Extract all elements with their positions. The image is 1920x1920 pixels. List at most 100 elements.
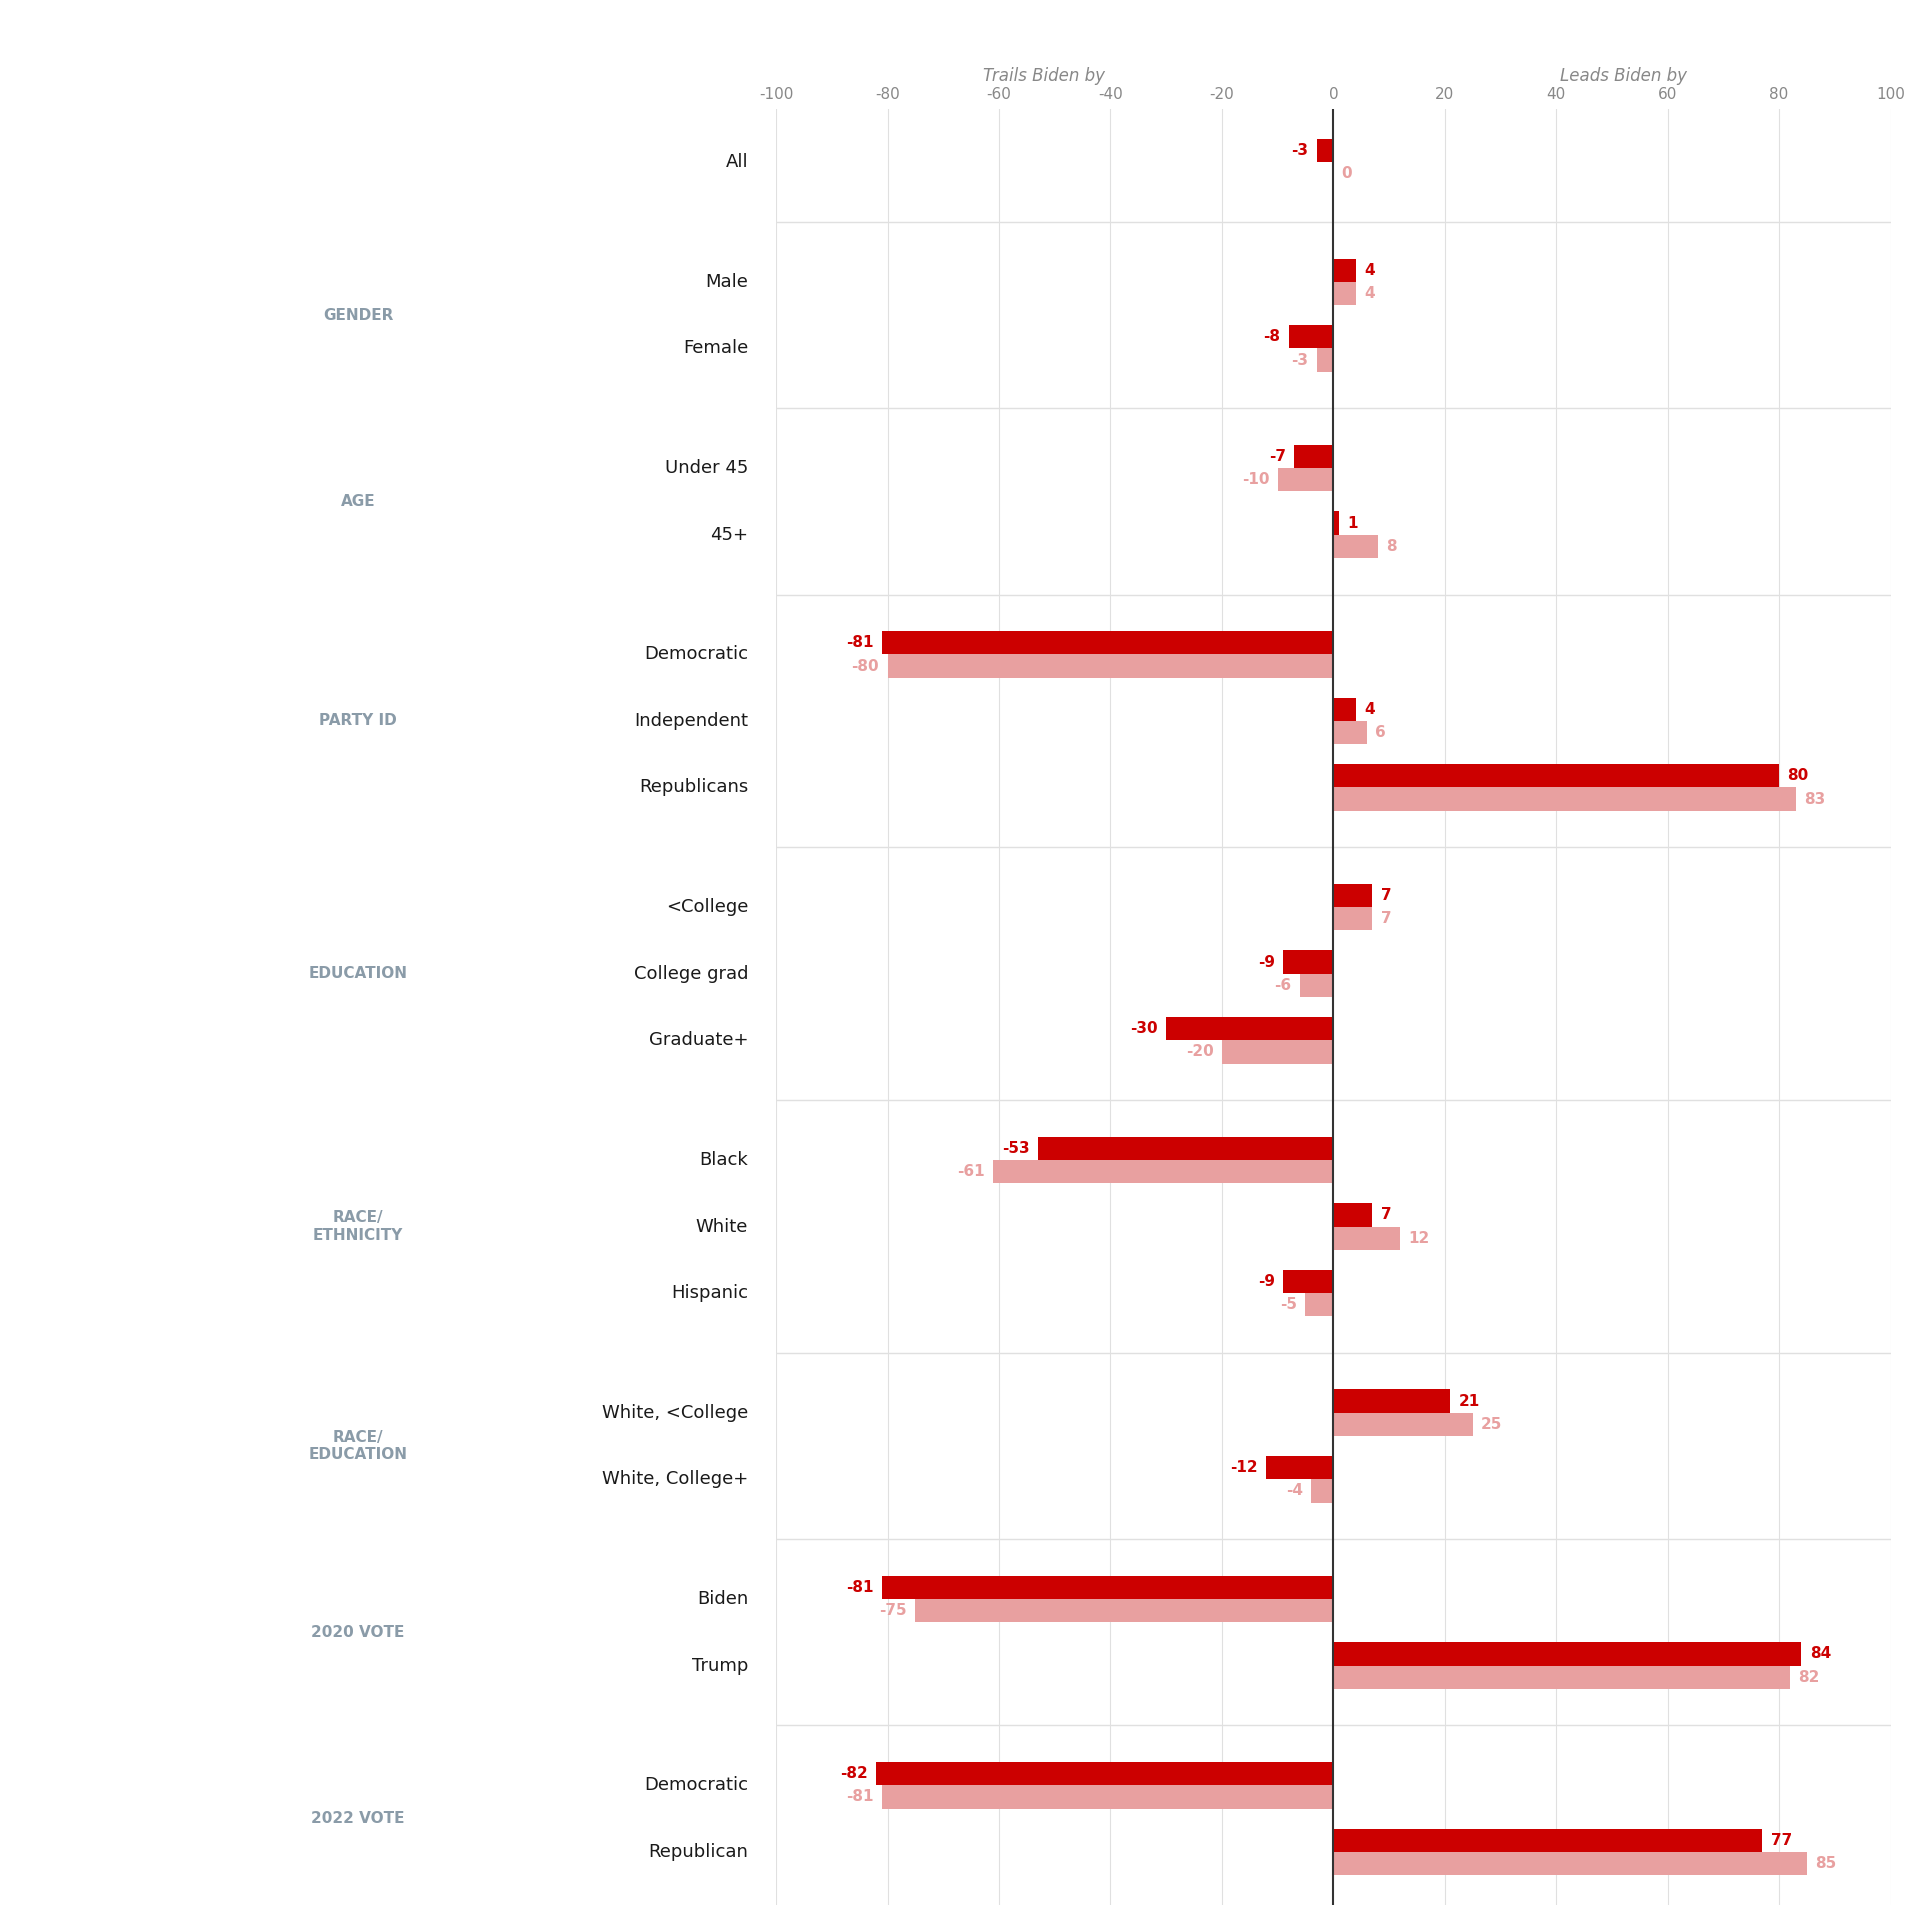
Text: RACE/
ETHNICITY: RACE/ ETHNICITY xyxy=(313,1210,403,1242)
Text: 2020 VOTE: 2020 VOTE xyxy=(311,1624,405,1640)
Bar xyxy=(1332,1642,1801,1665)
Bar xyxy=(881,1576,1332,1599)
Text: -80: -80 xyxy=(852,659,879,674)
Bar xyxy=(1300,973,1332,996)
Bar xyxy=(1332,1828,1763,1851)
Text: -3: -3 xyxy=(1292,144,1308,157)
Text: 77: 77 xyxy=(1770,1834,1791,1847)
Text: Biden: Biden xyxy=(697,1590,749,1609)
Bar xyxy=(1311,1478,1332,1503)
Bar xyxy=(1221,1041,1332,1064)
Text: 1: 1 xyxy=(1348,516,1357,530)
Text: 25: 25 xyxy=(1480,1417,1501,1432)
Bar xyxy=(1332,883,1373,908)
Text: Black: Black xyxy=(699,1150,749,1169)
Text: 8: 8 xyxy=(1386,540,1398,553)
Bar xyxy=(1332,764,1780,787)
Bar xyxy=(1332,1413,1473,1436)
Bar xyxy=(881,1786,1332,1809)
Text: All: All xyxy=(726,154,749,171)
Bar xyxy=(1277,468,1332,492)
Text: -81: -81 xyxy=(847,1580,874,1596)
Bar xyxy=(1039,1137,1332,1160)
Bar xyxy=(1294,445,1332,468)
Bar xyxy=(1332,1390,1450,1413)
Bar xyxy=(1332,908,1373,931)
Text: Hispanic: Hispanic xyxy=(672,1284,749,1302)
Bar xyxy=(1267,1455,1332,1478)
Text: 0: 0 xyxy=(1342,167,1352,180)
Bar xyxy=(881,632,1332,655)
Text: -8: -8 xyxy=(1263,330,1281,344)
Bar xyxy=(1332,534,1379,559)
Text: 45+: 45+ xyxy=(710,526,749,543)
Text: 6: 6 xyxy=(1375,726,1386,739)
Text: 80: 80 xyxy=(1788,768,1809,783)
Text: Democratic: Democratic xyxy=(645,645,749,664)
Text: Graduate+: Graduate+ xyxy=(649,1031,749,1048)
Text: -10: -10 xyxy=(1242,472,1269,488)
Text: 7: 7 xyxy=(1380,889,1392,902)
Text: White, College+: White, College+ xyxy=(603,1471,749,1488)
Text: 7: 7 xyxy=(1380,1208,1392,1223)
Text: -4: -4 xyxy=(1286,1484,1302,1498)
Text: 4: 4 xyxy=(1363,286,1375,301)
Bar xyxy=(1306,1292,1332,1317)
Text: Republican: Republican xyxy=(649,1843,749,1860)
Bar xyxy=(1317,348,1332,372)
Bar xyxy=(1332,697,1356,720)
Text: 4: 4 xyxy=(1363,263,1375,278)
Text: EDUCATION: EDUCATION xyxy=(309,966,407,981)
Text: -9: -9 xyxy=(1258,954,1275,970)
Bar xyxy=(1332,282,1356,305)
Text: GENDER: GENDER xyxy=(323,307,394,323)
Bar xyxy=(1332,1227,1400,1250)
Text: -3: -3 xyxy=(1292,353,1308,367)
Bar xyxy=(993,1160,1332,1183)
Text: AGE: AGE xyxy=(342,493,376,509)
Bar xyxy=(887,655,1332,678)
Text: -12: -12 xyxy=(1231,1459,1258,1475)
Text: Female: Female xyxy=(684,340,749,357)
Text: Under 45: Under 45 xyxy=(664,459,749,478)
Text: College grad: College grad xyxy=(634,964,749,983)
Text: Trump: Trump xyxy=(691,1657,749,1674)
Text: -9: -9 xyxy=(1258,1273,1275,1288)
Text: Republicans: Republicans xyxy=(639,778,749,797)
Text: -82: -82 xyxy=(841,1766,868,1782)
Bar xyxy=(1332,1665,1789,1690)
Text: RACE/
EDUCATION: RACE/ EDUCATION xyxy=(309,1430,407,1463)
Bar xyxy=(1283,950,1332,973)
Text: Independent: Independent xyxy=(634,712,749,730)
Text: PARTY ID: PARTY ID xyxy=(319,714,397,728)
Text: -5: -5 xyxy=(1281,1298,1298,1311)
Text: -53: -53 xyxy=(1002,1140,1029,1156)
Text: 85: 85 xyxy=(1814,1857,1837,1870)
Text: 83: 83 xyxy=(1805,791,1826,806)
Bar xyxy=(1288,324,1332,348)
Bar xyxy=(1332,1851,1807,1876)
Bar xyxy=(1165,1018,1332,1041)
Text: -6: -6 xyxy=(1275,977,1292,993)
Text: -75: -75 xyxy=(879,1603,906,1619)
Text: -20: -20 xyxy=(1187,1044,1213,1060)
Text: <College: <College xyxy=(666,899,749,916)
Text: -30: -30 xyxy=(1131,1021,1158,1037)
Bar xyxy=(1332,1204,1373,1227)
Text: -7: -7 xyxy=(1269,449,1286,465)
Text: Trails Biden by: Trails Biden by xyxy=(983,67,1104,84)
Text: 84: 84 xyxy=(1811,1645,1832,1661)
Text: Democratic: Democratic xyxy=(645,1776,749,1795)
Text: -81: -81 xyxy=(847,636,874,651)
Text: 21: 21 xyxy=(1459,1394,1480,1409)
Text: White: White xyxy=(695,1217,749,1235)
Text: Leads Biden by: Leads Biden by xyxy=(1559,67,1686,84)
Text: 12: 12 xyxy=(1409,1231,1430,1246)
Text: -61: -61 xyxy=(958,1164,985,1179)
Bar xyxy=(1317,138,1332,161)
Bar xyxy=(1332,787,1795,810)
Text: Male: Male xyxy=(705,273,749,292)
Text: 4: 4 xyxy=(1363,703,1375,716)
Bar xyxy=(1332,720,1367,745)
Text: 82: 82 xyxy=(1799,1670,1820,1684)
